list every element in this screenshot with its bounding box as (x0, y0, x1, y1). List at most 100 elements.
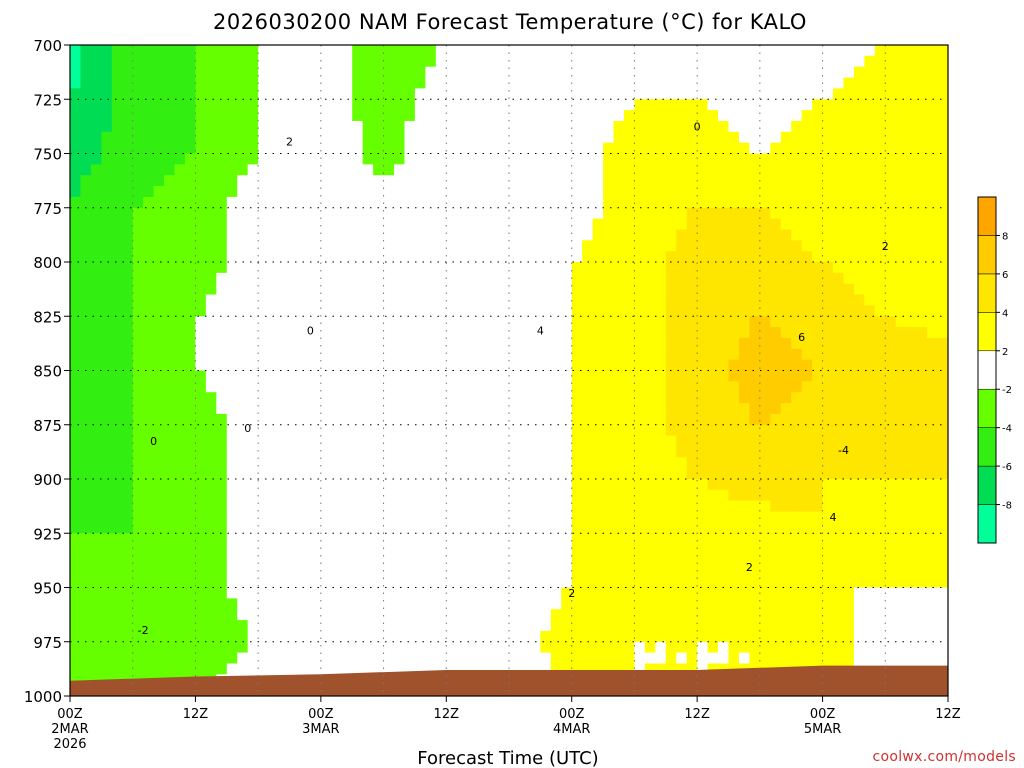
temperature-cell (404, 131, 416, 144)
temperature-cell (153, 652, 165, 665)
temperature-cell (801, 110, 813, 122)
temperature-cell (362, 55, 374, 68)
temperature-cell (132, 337, 144, 350)
temperature-cell (634, 435, 646, 448)
temperature-cell (456, 533, 468, 545)
temperature-cell (289, 479, 301, 491)
temperature-cell (226, 370, 238, 382)
temperature-cell (738, 88, 751, 100)
temperature-cell (843, 45, 855, 57)
temperature-cell (718, 544, 730, 556)
temperature-cell (435, 88, 447, 100)
temperature-cell (916, 381, 928, 393)
temperature-cell (352, 641, 364, 654)
temperature-cell (728, 511, 740, 523)
temperature-cell (874, 45, 886, 57)
temperature-cell (174, 609, 186, 621)
temperature-cell (759, 565, 771, 578)
temperature-cell (780, 337, 792, 350)
temperature-cell (90, 164, 102, 176)
temperature-cell (216, 489, 228, 502)
temperature-cell (153, 251, 165, 263)
temperature-cell (937, 110, 948, 122)
temperature-cell (320, 468, 332, 480)
temperature-cell (216, 413, 228, 426)
temperature-cell (665, 131, 677, 144)
temperature-cell (791, 446, 803, 458)
temperature-cell (226, 88, 238, 100)
temperature-cell (153, 186, 165, 198)
temperature-cell (509, 110, 521, 122)
temperature-cell (853, 240, 865, 252)
temperature-cell (582, 403, 594, 415)
temperature-cell (801, 66, 813, 79)
temperature-cell (738, 468, 751, 480)
temperature-cell (770, 77, 782, 89)
temperature-cell (895, 251, 907, 263)
temperature-cell (571, 207, 583, 220)
temperature-cell (362, 66, 374, 79)
temperature-cell (540, 186, 552, 198)
temperature-cell (425, 142, 437, 155)
temperature-cell (383, 576, 395, 589)
temperature-cell (509, 609, 521, 621)
temperature-cell (205, 55, 217, 68)
temperature-cell (927, 424, 939, 437)
temperature-cell (759, 576, 771, 589)
temperature-cell (864, 66, 876, 79)
temperature-cell (791, 120, 803, 133)
temperature-cell (247, 88, 259, 100)
temperature-cell (895, 327, 907, 339)
temperature-cell (425, 164, 437, 176)
temperature-cell (519, 348, 531, 361)
temperature-cell (414, 337, 426, 350)
temperature-cell (738, 576, 751, 589)
temperature-cell (634, 45, 646, 57)
temperature-cell (258, 489, 270, 502)
temperature-cell (853, 45, 865, 57)
temperature-cell (770, 337, 782, 350)
temperature-cell (603, 652, 615, 665)
temperature-cell (874, 544, 886, 556)
temperature-cell (320, 337, 332, 350)
temperature-cell (498, 142, 510, 155)
temperature-cell (718, 337, 730, 350)
temperature-cell (634, 620, 646, 632)
temperature-cell (237, 66, 249, 79)
temperature-cell (435, 240, 447, 252)
temperature-cell (843, 381, 855, 393)
temperature-cell (446, 196, 458, 209)
temperature-cell (843, 587, 855, 599)
temperature-cell (509, 424, 521, 437)
temperature-cell (644, 413, 656, 426)
temperature-cell (728, 77, 740, 89)
temperature-cell (153, 110, 165, 122)
temperature-cell (331, 337, 343, 350)
temperature-cell (843, 196, 855, 209)
temperature-cell (780, 348, 792, 361)
temperature-cell (352, 587, 364, 599)
temperature-cell (111, 196, 123, 209)
temperature-cell (822, 153, 834, 165)
temperature-cell (164, 131, 176, 144)
temperature-cell (676, 110, 688, 122)
temperature-cell (927, 88, 939, 100)
temperature-cell (718, 316, 730, 328)
temperature-cell (822, 164, 834, 176)
temperature-cell (550, 641, 562, 654)
temperature-cell (394, 272, 406, 285)
temperature-cell (822, 489, 834, 502)
temperature-cell (676, 186, 688, 198)
temperature-cell (707, 207, 719, 220)
temperature-cell (906, 272, 918, 285)
temperature-cell (195, 55, 207, 68)
temperature-cell (613, 316, 625, 328)
temperature-cell (634, 77, 646, 89)
temperature-cell (540, 77, 552, 89)
temperature-cell (467, 262, 479, 274)
temperature-cell (164, 641, 176, 654)
temperature-cell (122, 565, 134, 578)
temperature-cell (80, 511, 92, 523)
temperature-cell (352, 229, 364, 241)
temperature-cell (895, 262, 907, 274)
